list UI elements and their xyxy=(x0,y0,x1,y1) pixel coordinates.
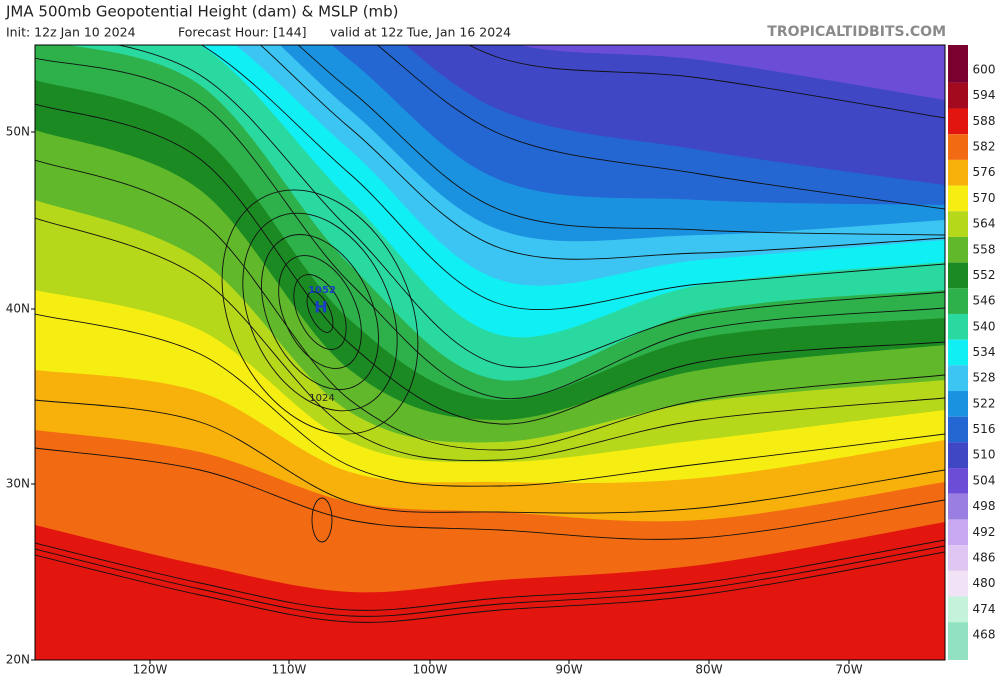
colorbar-label: 510 xyxy=(973,448,996,462)
colorbar-cell xyxy=(948,339,968,366)
colorbar-label: 558 xyxy=(973,242,996,256)
colorbar-cell xyxy=(948,108,968,135)
isobar xyxy=(35,447,945,540)
isobar xyxy=(306,291,334,333)
colorbar-cell xyxy=(948,519,968,546)
isobar xyxy=(200,45,945,311)
isobar xyxy=(297,45,945,236)
colorbar-cell xyxy=(948,365,968,392)
axis-labels: 50N 40N 30N 20N 120W 110W 100W 90W 80W 70W xyxy=(6,125,863,677)
lat-label: 30N xyxy=(6,477,30,491)
lon-label: 110W xyxy=(272,663,307,677)
colorbar-label: 582 xyxy=(973,140,996,154)
valid-time: valid at 12z Tue, Jan 16 2024 xyxy=(330,25,511,40)
colorbar-label: 486 xyxy=(973,550,996,564)
colorbar-cell xyxy=(948,236,968,263)
colorbar-cell xyxy=(948,82,968,109)
lat-label: 50N xyxy=(6,125,30,139)
colorbar-label: 474 xyxy=(973,602,996,616)
colorbar-label: 552 xyxy=(973,268,996,282)
colorbar-label: 528 xyxy=(973,371,996,385)
isobar xyxy=(35,399,945,514)
isobar xyxy=(35,103,945,425)
colorbar-label: 594 xyxy=(973,88,996,102)
init-time: Init: 12z Jan 10 2024 xyxy=(6,25,136,40)
colorbar-label: 588 xyxy=(973,114,996,128)
isobar xyxy=(468,45,945,119)
map: 1052 H 1024 xyxy=(35,45,945,660)
height-band xyxy=(35,522,945,660)
lon-label: 70W xyxy=(835,663,862,677)
colorbar-cell xyxy=(948,493,968,520)
site-credit: TROPICALTIDBITS.COM xyxy=(767,24,946,40)
colorbar-label: 570 xyxy=(973,191,996,205)
isobar xyxy=(278,255,362,369)
colorbar: 600 594 588 582 576 570 564 558 552 546 540 534 528 5… xyxy=(948,45,995,660)
isobar xyxy=(35,539,945,611)
colorbar-cell xyxy=(948,391,968,417)
colorbar-label: 564 xyxy=(973,217,996,231)
colorbar-label: 534 xyxy=(973,345,996,359)
colorbar-label: 492 xyxy=(973,525,996,539)
isobar xyxy=(242,212,398,412)
colorbar-cell xyxy=(948,262,968,289)
lon-label: 120W xyxy=(133,663,168,677)
isobar xyxy=(35,551,945,623)
lat-label: 20N xyxy=(6,653,30,667)
isobar xyxy=(221,189,419,435)
isobar xyxy=(35,159,945,451)
isobar xyxy=(261,234,379,390)
colorbar-cell xyxy=(948,134,968,160)
isobar xyxy=(311,497,333,543)
lon-label: 90W xyxy=(555,663,582,677)
colorbar-cell xyxy=(948,416,968,443)
high-label: H xyxy=(314,298,327,317)
colorbar-label: 576 xyxy=(973,165,996,179)
colorbar-label: 516 xyxy=(973,422,996,436)
isobar xyxy=(259,45,945,260)
isobar xyxy=(35,545,945,617)
isobar xyxy=(35,313,945,487)
colorbar-label: 600 xyxy=(973,63,996,77)
map-frame xyxy=(34,44,946,661)
colorbar-label: 468 xyxy=(973,628,996,642)
lon-label: 100W xyxy=(413,663,448,677)
colorbar-cell xyxy=(948,570,968,597)
forecast-hour: Forecast Hour: [144] xyxy=(178,25,307,40)
lon-label: 80W xyxy=(695,663,722,677)
isobar xyxy=(35,57,945,400)
colorbar-cell xyxy=(948,442,968,469)
isobar xyxy=(35,217,945,461)
lat-label: 40N xyxy=(6,302,30,316)
title: JMA 500mb Geopotential Height (dam) & MS… xyxy=(5,3,399,21)
isobar xyxy=(116,45,945,368)
isobar xyxy=(376,45,945,210)
colorbar-label: 546 xyxy=(973,294,996,308)
colorbar-cell xyxy=(948,596,968,623)
contour-label: 1024 xyxy=(309,393,334,404)
colorbar-cell xyxy=(948,468,968,494)
colorbar-cell xyxy=(948,622,968,660)
colorbar-label: 504 xyxy=(973,473,996,487)
colorbar-cell xyxy=(948,313,968,340)
colorbar-cell xyxy=(948,159,968,186)
high-value: 1052 xyxy=(308,285,336,296)
isobar xyxy=(293,274,347,350)
colorbar-cell xyxy=(948,45,968,83)
colorbar-label: 480 xyxy=(973,576,996,590)
colorbar-label: 540 xyxy=(973,319,996,333)
colorbar-cell xyxy=(948,288,968,314)
colorbar-cell xyxy=(948,185,968,212)
colorbar-cell xyxy=(948,545,968,571)
colorbar-cell xyxy=(948,211,968,237)
colorbar-label: 522 xyxy=(973,396,996,410)
colorbar-label: 498 xyxy=(973,499,996,513)
